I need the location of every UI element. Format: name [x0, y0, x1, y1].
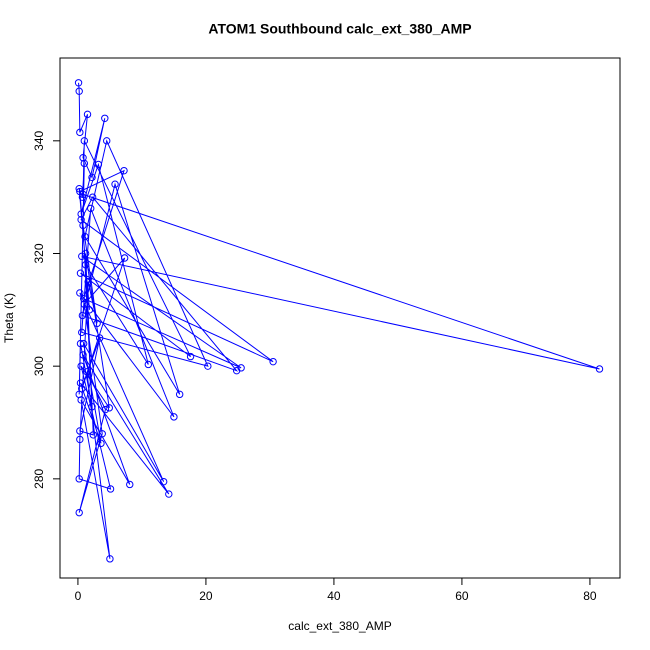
data-point [101, 114, 109, 122]
y-axis-label: Theta (K) [2, 293, 16, 343]
y-tick-label: 320 [32, 243, 46, 263]
data-point [77, 362, 85, 370]
y-tick-label: 340 [32, 130, 46, 150]
data-point [79, 221, 87, 230]
data-point [76, 435, 84, 444]
data-point [595, 365, 604, 373]
data-point [81, 261, 90, 269]
data-point [84, 277, 92, 286]
data-point [87, 204, 95, 213]
data-point [95, 334, 104, 342]
x-tick-label: 60 [455, 589, 469, 603]
data-point [76, 269, 85, 277]
data-point [165, 490, 173, 498]
data-point [88, 193, 97, 201]
data-point [78, 311, 87, 320]
data-point [79, 190, 87, 199]
data-point [80, 137, 89, 145]
y-tick-label: 280 [32, 469, 46, 489]
data-point [105, 404, 113, 412]
data-point [79, 339, 88, 348]
data-point [175, 390, 184, 399]
chart-title: ATOM1 Southbound calc_ext_380_AMP [208, 21, 471, 37]
data-point [94, 160, 103, 169]
data-point [81, 249, 90, 258]
data-point [75, 508, 83, 517]
data-point [80, 300, 89, 308]
data-point [159, 477, 168, 486]
data-point [79, 351, 87, 359]
data-point [76, 289, 84, 297]
data-point [75, 390, 83, 399]
x-axis-label: calc_ext_380_AMP [288, 619, 391, 633]
data-point [88, 173, 96, 182]
data-point [269, 357, 277, 366]
data-point [81, 232, 89, 241]
data-point [78, 328, 86, 337]
data-point [120, 166, 128, 175]
data-point [111, 180, 119, 188]
data-point [77, 210, 85, 218]
data-point [98, 430, 106, 438]
data-point [75, 475, 83, 483]
x-tick-label: 20 [199, 589, 213, 603]
data-point [120, 254, 129, 262]
data-point [80, 159, 89, 168]
data-point [83, 110, 92, 119]
x-tick-label: 0 [75, 589, 82, 603]
data-point [75, 87, 83, 95]
data-point [79, 154, 87, 162]
data-point [76, 379, 85, 387]
data-point [106, 555, 114, 563]
data-point [83, 368, 91, 376]
data-point [76, 339, 85, 348]
y-tick-label: 300 [32, 356, 46, 376]
data-point [186, 352, 195, 361]
data-point [170, 413, 178, 421]
data-point [88, 403, 96, 411]
data-point [76, 427, 84, 435]
data-point [103, 137, 111, 145]
data-point [204, 362, 212, 370]
plot-frame [59, 57, 621, 579]
x-tick-label: 80 [583, 589, 597, 603]
data-point [106, 485, 115, 493]
data-point [85, 306, 94, 314]
data-point [75, 185, 83, 193]
data-point [93, 319, 101, 328]
data-point [79, 294, 88, 303]
data-point [97, 439, 105, 448]
data-line [78, 82, 600, 559]
data-point [89, 431, 97, 439]
data-point [232, 366, 241, 375]
data-point [76, 128, 84, 137]
data-point [78, 193, 87, 201]
x-tick-label: 40 [327, 589, 341, 603]
data-point [101, 405, 110, 414]
data-point [126, 480, 134, 489]
data-point [74, 79, 83, 87]
data-point [144, 360, 153, 369]
